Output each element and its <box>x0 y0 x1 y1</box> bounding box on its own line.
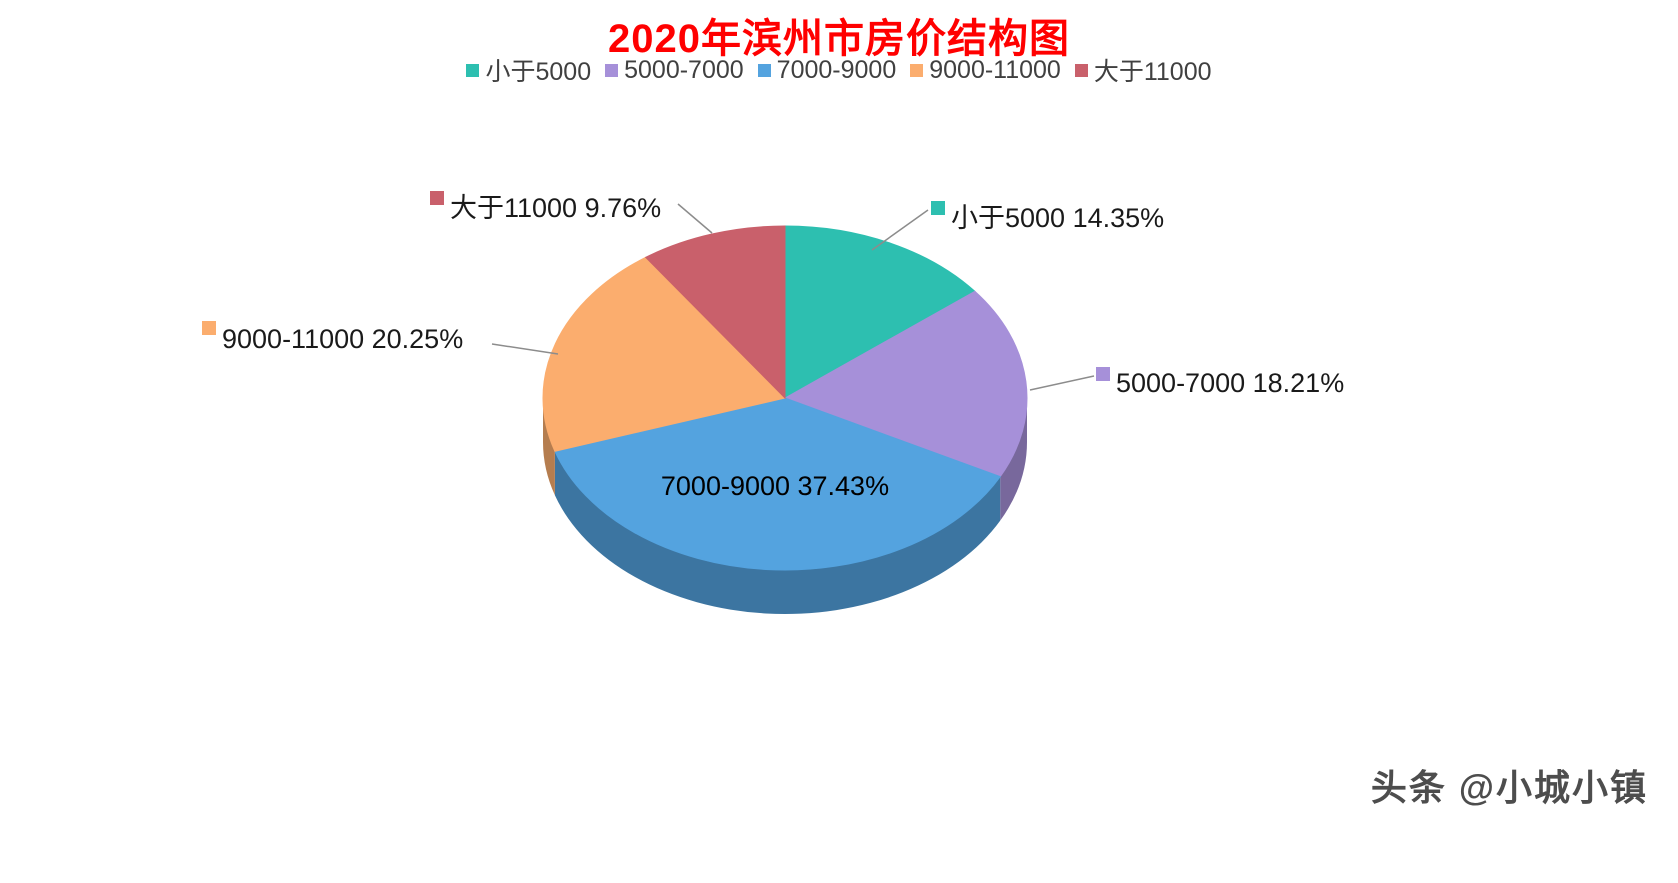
legend-item: 5000-7000 <box>605 56 744 85</box>
legend-label: 大于11000 <box>1093 58 1212 86</box>
legend-label: 小于5000 <box>485 58 592 86</box>
legend-label: 7000-9000 <box>776 55 897 84</box>
data-label-inner: 7000-9000 37.43% <box>661 471 889 501</box>
chart-title: 2020年滨州市房价结构图 <box>608 17 1070 61</box>
pie-slice-side <box>543 398 555 496</box>
watermark: 头条 @小城小镇 <box>1370 767 1648 808</box>
legend-item: 小于5000 <box>466 52 591 88</box>
leader-line <box>677 203 713 234</box>
legend-swatch-icon <box>1074 63 1088 77</box>
data-label-swatch-icon <box>931 201 945 215</box>
chart-legend: 小于5000 5000-7000 7000-9000 9000-11000 大于1100… <box>0 52 1678 88</box>
data-label: 小于5000 14.35% <box>951 203 1164 233</box>
legend-swatch-icon <box>910 63 924 77</box>
legend-swatch-icon <box>757 63 771 77</box>
pie-slice <box>644 225 786 400</box>
legend-label: 5000-7000 <box>624 55 744 84</box>
data-label-swatch-icon <box>202 321 216 335</box>
legend-label: 9000-11000 <box>929 55 1061 84</box>
data-label: 9000-11000 20.25% <box>222 324 463 354</box>
pie-slice-side <box>1000 398 1027 521</box>
legend-item: 9000-11000 <box>910 56 1061 85</box>
pie-slice <box>784 225 976 399</box>
pie-slice <box>783 290 1028 478</box>
pie-slice <box>542 256 786 452</box>
pie-slice-side <box>554 451 1001 615</box>
pie-slice <box>554 397 1002 571</box>
legend-item: 大于11000 <box>1074 52 1212 88</box>
legend-swatch-icon <box>466 63 480 77</box>
data-label-swatch-icon <box>430 191 444 205</box>
leader-line <box>871 209 929 251</box>
data-label-swatch-icon <box>1096 367 1110 381</box>
leader-line <box>491 343 559 355</box>
data-label: 大于11000 9.76% <box>450 193 661 223</box>
data-label: 5000-7000 18.21% <box>1116 368 1344 398</box>
legend-item: 7000-9000 <box>757 55 897 85</box>
leader-line <box>1029 375 1095 391</box>
legend-swatch-icon <box>605 63 619 77</box>
